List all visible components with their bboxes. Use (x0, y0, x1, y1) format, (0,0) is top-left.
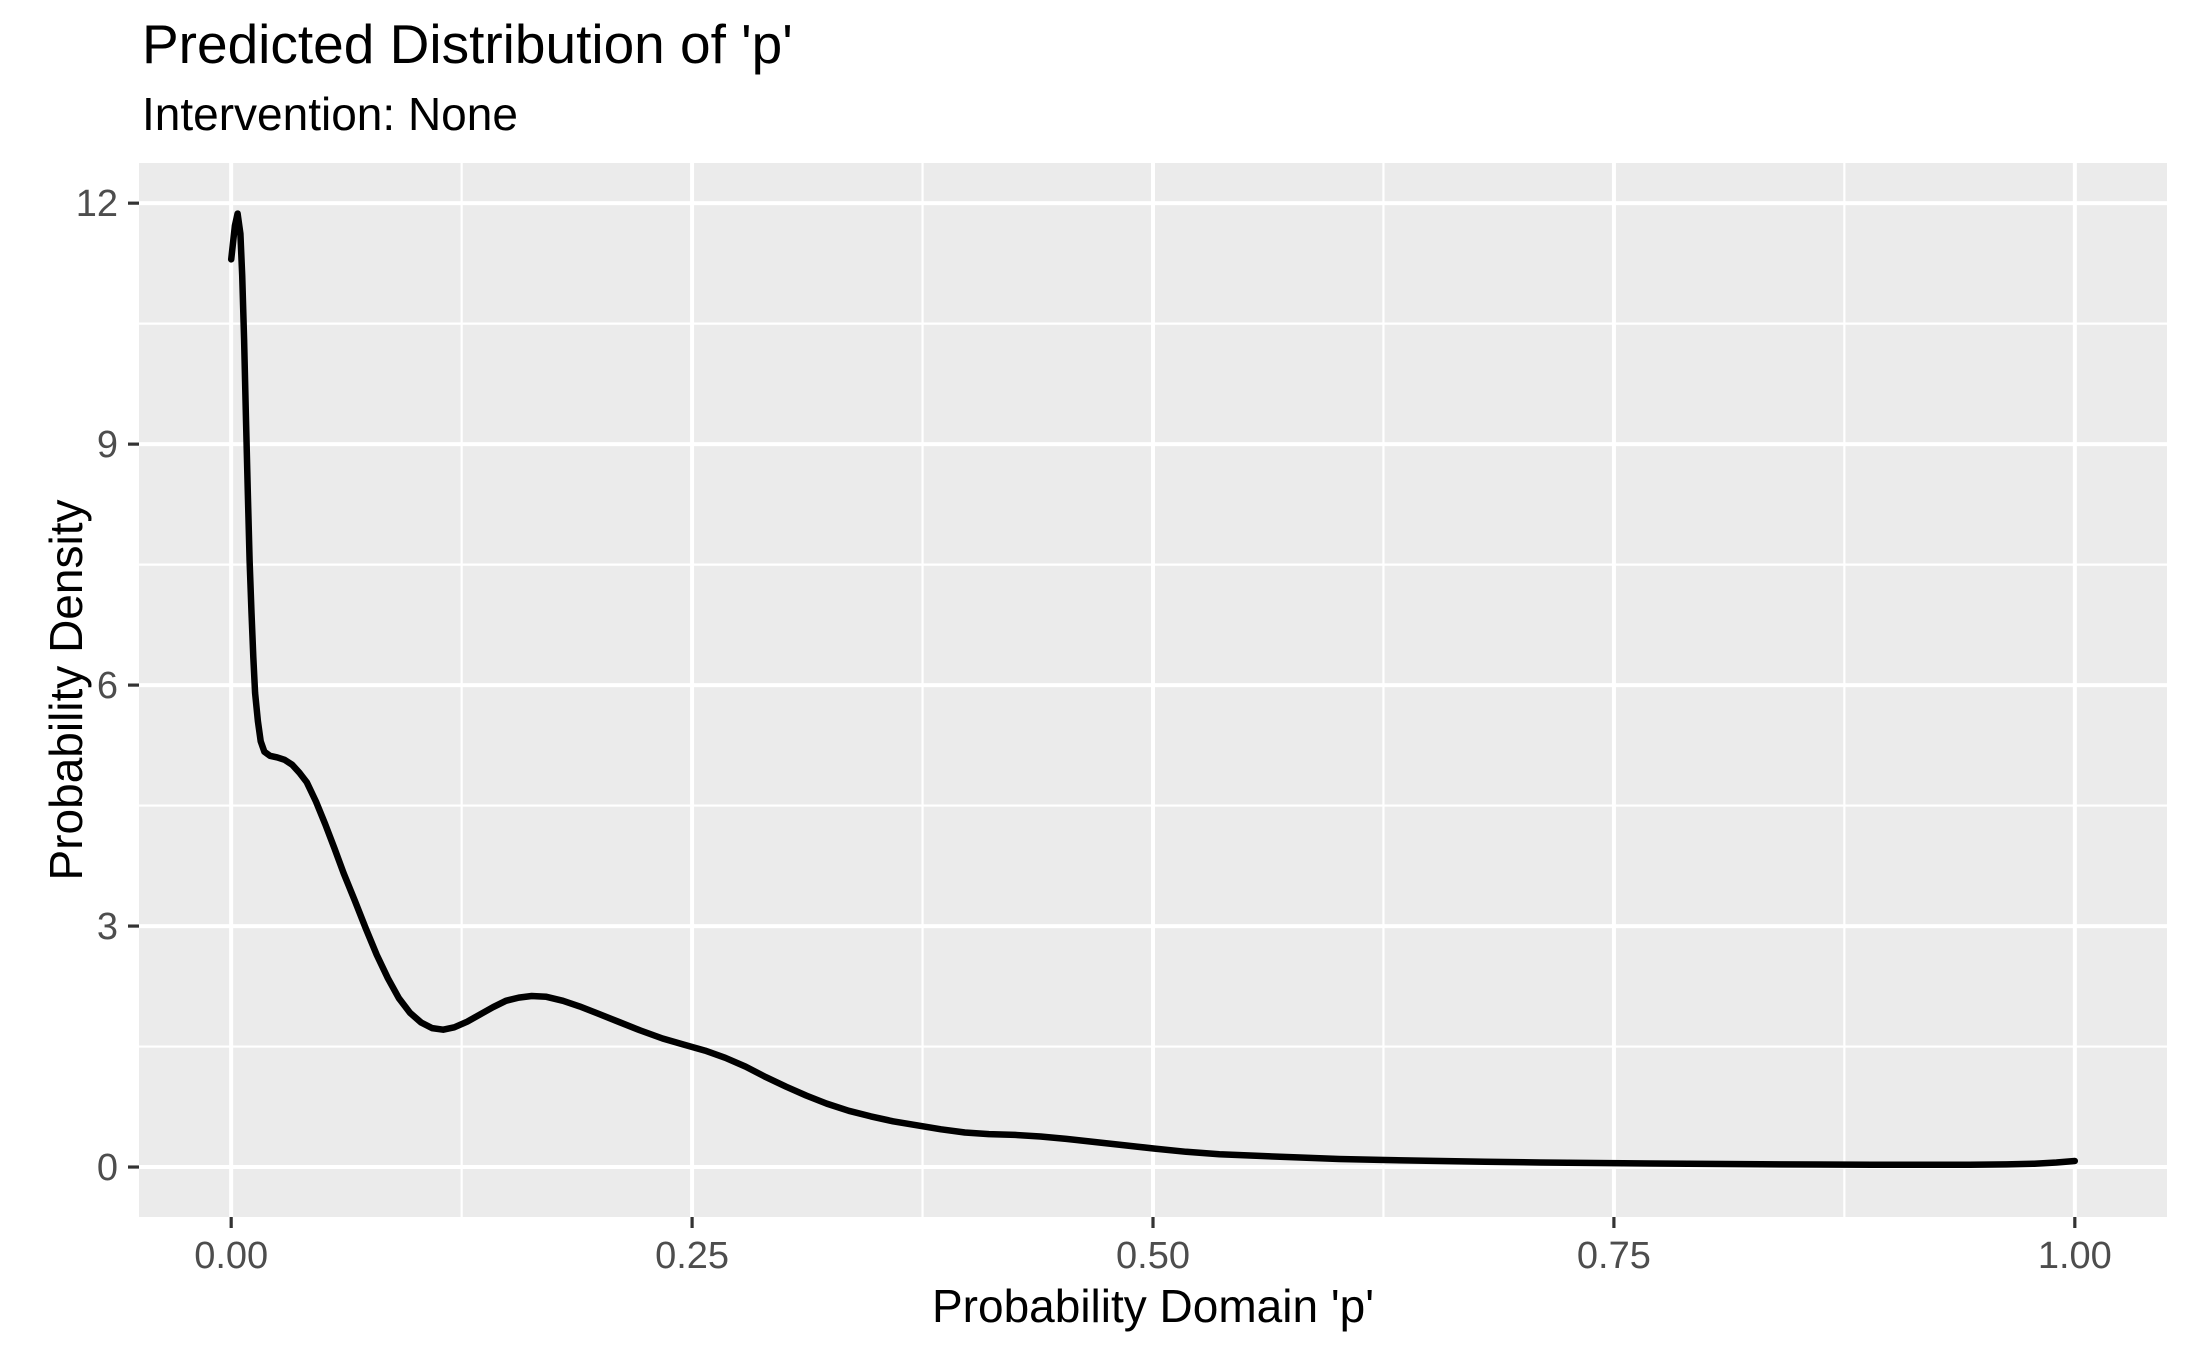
y-tick-label: 12 (76, 183, 118, 225)
x-tick-label: 0.25 (655, 1235, 729, 1277)
y-tick-label: 3 (97, 906, 118, 948)
y-tick-label: 9 (97, 424, 118, 466)
x-tick-label: 0.50 (1116, 1235, 1190, 1277)
density-curve (227, 210, 2079, 1169)
plot-title: Predicted Distribution of 'p' (142, 13, 793, 75)
plot-subtitle: Intervention: None (142, 88, 518, 140)
x-tick-label: 1.00 (2038, 1235, 2112, 1277)
y-tick-label: 0 (97, 1147, 118, 1189)
y-tick-label: 6 (97, 665, 118, 707)
x-axis-title: Probability Domain 'p' (932, 1280, 1374, 1332)
y-axis-title: Probability Density (40, 500, 92, 881)
x-tick-label: 0.75 (1577, 1235, 1651, 1277)
panel-layer: 0.00 0.25 0.50 0.75 1.00 0 3 6 9 12 (76, 163, 2167, 1277)
x-tick-label: 0.00 (194, 1235, 268, 1277)
